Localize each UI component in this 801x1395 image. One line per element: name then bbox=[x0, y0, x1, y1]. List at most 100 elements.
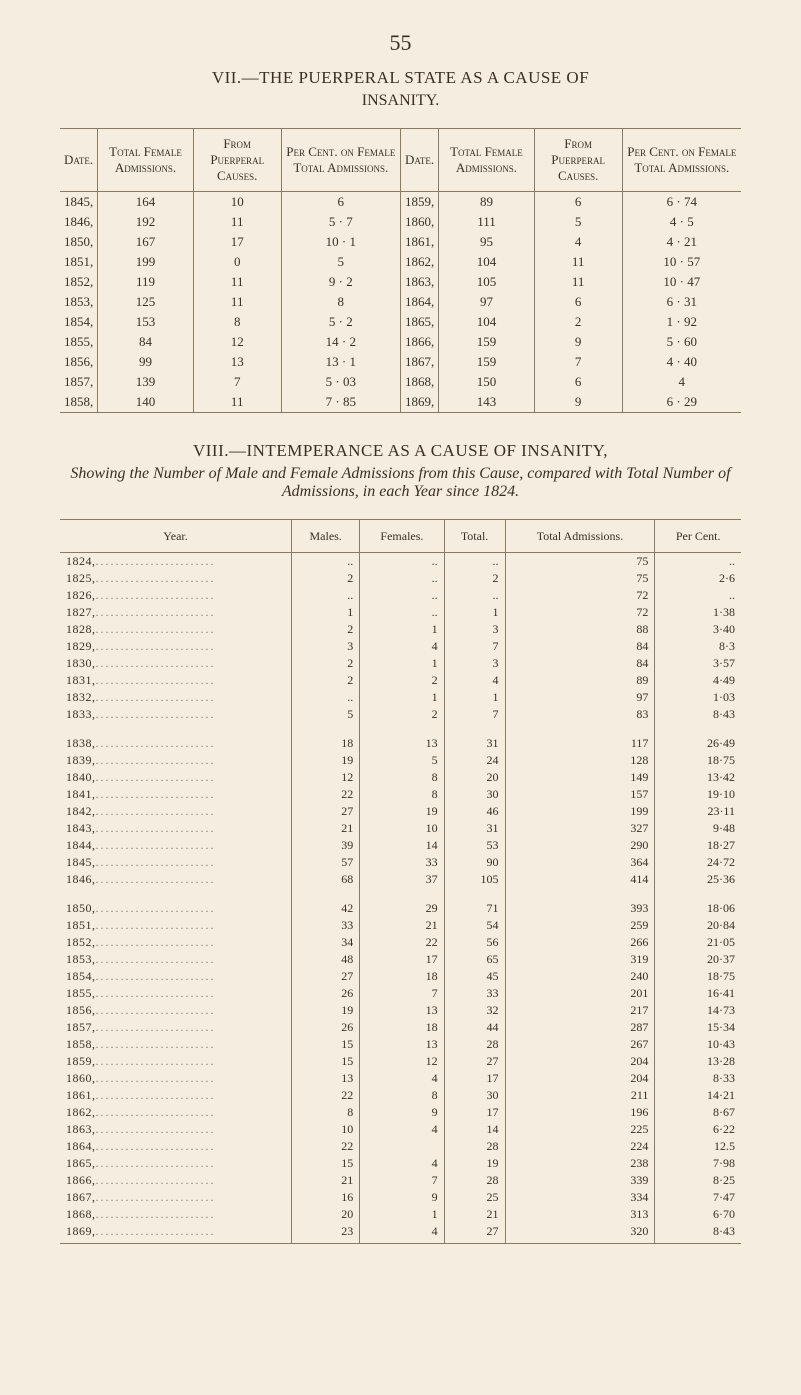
cell: .. bbox=[655, 553, 741, 571]
cell: 14·73 bbox=[655, 1002, 741, 1019]
cell: 204 bbox=[505, 1053, 655, 1070]
cell: 2 bbox=[292, 655, 360, 672]
cell: 11 bbox=[534, 272, 622, 292]
cell: 72 bbox=[505, 604, 655, 621]
cell: 11 bbox=[193, 212, 281, 232]
cell: 2 bbox=[292, 570, 360, 587]
gap-cell bbox=[444, 723, 505, 735]
cell: 20 bbox=[444, 769, 505, 786]
cell: 18 bbox=[360, 968, 444, 985]
cell: .. bbox=[292, 689, 360, 706]
cell: 8 bbox=[193, 312, 281, 332]
cell: 266 bbox=[505, 934, 655, 951]
cell: 1867, bbox=[400, 352, 438, 372]
t7-col-pct-r: Per Cent. on Female Total Admissions. bbox=[622, 129, 741, 192]
cell: 1865, bbox=[400, 312, 438, 332]
table-row: 1846,683710541425·36 bbox=[60, 871, 741, 888]
cell: .. bbox=[360, 604, 444, 621]
cell: 18 bbox=[360, 1019, 444, 1036]
cell: 1851, bbox=[60, 252, 98, 272]
cell: 1 bbox=[292, 604, 360, 621]
table-row: 1850,42297139318·06 bbox=[60, 900, 741, 917]
cell: 157 bbox=[505, 786, 655, 803]
table-row: 1861,2283021114·21 bbox=[60, 1087, 741, 1104]
cell: 9 · 2 bbox=[281, 272, 400, 292]
cell: 22 bbox=[360, 934, 444, 951]
year-cell: 1860, bbox=[60, 1070, 292, 1087]
section8-title: VIII.—INTEMPERANCE AS A CAUSE OF INSANIT… bbox=[60, 441, 741, 461]
cell: 217 bbox=[505, 1002, 655, 1019]
cell: 5 bbox=[292, 706, 360, 723]
cell: 6 · 29 bbox=[622, 392, 741, 413]
cell: 56 bbox=[444, 934, 505, 951]
table-row: 1851,33215425920·84 bbox=[60, 917, 741, 934]
section8-subtitle: Showing the Number of Male and Female Ad… bbox=[60, 465, 741, 501]
year-cell: 1861, bbox=[60, 1087, 292, 1104]
cell: 1 bbox=[444, 689, 505, 706]
cell: 19 bbox=[292, 1002, 360, 1019]
cell: 4·49 bbox=[655, 672, 741, 689]
cell: 393 bbox=[505, 900, 655, 917]
cell: 6 bbox=[534, 292, 622, 312]
cell: 5 bbox=[360, 752, 444, 769]
cell: 3·57 bbox=[655, 655, 741, 672]
cell: 1862, bbox=[400, 252, 438, 272]
table-row: 1830,213843·57 bbox=[60, 655, 741, 672]
cell: 117 bbox=[505, 735, 655, 752]
cell: 8 bbox=[360, 1087, 444, 1104]
year-cell: 1869, bbox=[60, 1223, 292, 1244]
cell: 364 bbox=[505, 854, 655, 871]
table-row: 1856,991313 · 11867,15974 · 40 bbox=[60, 352, 741, 372]
table-row: 1869,234273208·43 bbox=[60, 1223, 741, 1244]
table-row: 1825,2..2752·6 bbox=[60, 570, 741, 587]
cell: 19 bbox=[444, 1155, 505, 1172]
cell: 54 bbox=[444, 917, 505, 934]
cell: 7·98 bbox=[655, 1155, 741, 1172]
year-cell: 1858, bbox=[60, 1036, 292, 1053]
table-row: 1845,1641061859,8966 · 74 bbox=[60, 192, 741, 213]
cell: 1861, bbox=[400, 232, 438, 252]
page-number: 55 bbox=[60, 30, 741, 56]
cell: 290 bbox=[505, 837, 655, 854]
cell: 1856, bbox=[60, 352, 98, 372]
cell: 25·36 bbox=[655, 871, 741, 888]
cell: 28 bbox=[444, 1138, 505, 1155]
table-row: 1855,2673320116·41 bbox=[60, 985, 741, 1002]
cell: 6·70 bbox=[655, 1206, 741, 1223]
cell: 139 bbox=[98, 372, 194, 392]
t7-col-date-l: Date. bbox=[60, 129, 98, 192]
cell: 27 bbox=[292, 803, 360, 820]
cell: 26·49 bbox=[655, 735, 741, 752]
cell: 29 bbox=[360, 900, 444, 917]
cell: 53 bbox=[444, 837, 505, 854]
cell: 199 bbox=[505, 803, 655, 820]
table-row: 1844,39145329018·27 bbox=[60, 837, 741, 854]
cell: 8 bbox=[281, 292, 400, 312]
cell: 8 bbox=[360, 786, 444, 803]
cell: 4 bbox=[622, 372, 741, 392]
cell: 414 bbox=[505, 871, 655, 888]
cell: 1 bbox=[360, 655, 444, 672]
cell: 10 bbox=[292, 1121, 360, 1138]
year-cell: 1850, bbox=[60, 900, 292, 917]
cell: 1869, bbox=[400, 392, 438, 413]
cell: 1854, bbox=[60, 312, 98, 332]
table-row: 1832,..11971·03 bbox=[60, 689, 741, 706]
year-cell: 1830, bbox=[60, 655, 292, 672]
cell: 27 bbox=[444, 1053, 505, 1070]
cell: 25 bbox=[444, 1189, 505, 1206]
year-cell: 1833, bbox=[60, 706, 292, 723]
cell: 4 bbox=[360, 1070, 444, 1087]
gap-cell bbox=[505, 723, 655, 735]
gap-cell bbox=[505, 888, 655, 900]
cell: 7 · 85 bbox=[281, 392, 400, 413]
cell: 23 bbox=[292, 1223, 360, 1244]
cell: .. bbox=[292, 553, 360, 571]
cell: 10 bbox=[360, 820, 444, 837]
cell: 32 bbox=[444, 1002, 505, 1019]
cell: 20·37 bbox=[655, 951, 741, 968]
t7-col-total-r: Total Female Admissions. bbox=[439, 129, 535, 192]
cell: 6 bbox=[534, 192, 622, 213]
cell: 20·84 bbox=[655, 917, 741, 934]
year-cell: 1865, bbox=[60, 1155, 292, 1172]
